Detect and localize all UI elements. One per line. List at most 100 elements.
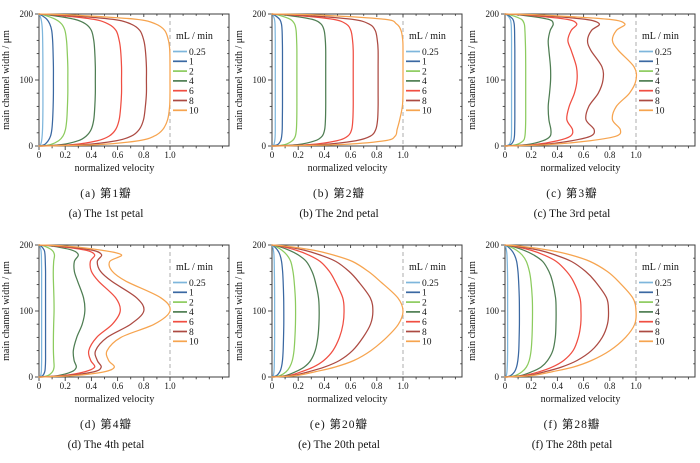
y-tick-label: 0 (29, 141, 34, 151)
y-tick-label: 100 (253, 306, 267, 316)
series-line-2 (38, 13, 69, 147)
legend (173, 50, 187, 112)
legend-label-0.25: 0.25 (189, 279, 206, 289)
series-line-10 (271, 13, 404, 147)
x-tick-label: 0.2 (526, 150, 537, 160)
legend-label-6: 6 (189, 87, 194, 97)
series-line-10 (38, 244, 171, 378)
x-tick-label: 0.8 (138, 381, 150, 391)
x-tick-label: 0.6 (578, 150, 590, 160)
y-tick-label: 0 (262, 141, 267, 151)
chart-a: 0 0.2 0.4 0.6 0.8 1.0 0 100 200 normalized veloci… (1, 9, 230, 174)
chart-c: 0 0.2 0.4 0.6 0.8 1.0 0 100 200 normalized veloci… (467, 9, 696, 174)
caption-d-zh: (d) 第4瓣 (79, 419, 133, 431)
x-tick-label: 0.6 (112, 150, 124, 160)
panel-e: 0 0.2 0.4 0.6 0.8 1.0 0 100 200 normalized veloci… (233, 231, 466, 463)
x-tick-label: 0.4 (552, 150, 564, 160)
legend-label-4: 4 (422, 308, 427, 318)
y-axis-label: main channel width / μm (1, 261, 12, 361)
series-curves (271, 13, 404, 147)
series-line-2 (38, 244, 56, 378)
series-line-4 (504, 13, 554, 147)
chart-e: 0 0.2 0.4 0.6 0.8 1.0 0 100 200 normalized veloci… (234, 240, 463, 405)
legend-label-1: 1 (189, 289, 194, 299)
x-tick-label: 0.4 (86, 381, 98, 391)
series-line-0.25 (271, 13, 276, 147)
legend (639, 50, 653, 112)
legend-label-10: 10 (655, 107, 665, 117)
legend-label-0.25: 0.25 (655, 48, 672, 58)
legend-title: mL / min (176, 262, 213, 273)
y-axis-label: main channel width / μm (234, 30, 245, 130)
x-tick-label: 0 (503, 381, 508, 391)
x-tick-label: 0.6 (112, 381, 124, 391)
series-line-8 (38, 244, 145, 378)
series-line-6 (38, 244, 121, 378)
panel-d: 0 0.2 0.4 0.6 0.8 1.0 0 100 200 normalized veloci… (0, 231, 233, 463)
x-tick-label: 1.0 (164, 150, 176, 160)
y-axis-label: main channel width / μm (467, 261, 478, 361)
legend-label-10: 10 (422, 338, 432, 348)
legend-label-8: 8 (655, 97, 660, 107)
x-tick-label: 0.2 (60, 381, 71, 391)
series-line-1 (38, 13, 55, 147)
x-tick-label: 0.2 (526, 381, 537, 391)
legend-label-1: 1 (655, 289, 660, 299)
x-axis-label: normalized velocity (75, 163, 155, 174)
legend-title: mL / min (642, 31, 679, 42)
x-tick-label: 0.8 (604, 381, 616, 391)
series-line-2 (271, 244, 297, 378)
y-tick-label: 200 (486, 240, 500, 250)
x-tick-label: 0.4 (86, 150, 98, 160)
legend-label-1: 1 (189, 58, 194, 68)
series-line-1 (504, 244, 521, 378)
legend-title: mL / min (176, 31, 213, 42)
legend-label-1: 1 (655, 58, 660, 68)
x-tick-label: 0.2 (293, 150, 304, 160)
y-tick-label: 100 (20, 306, 34, 316)
x-axis-label: normalized velocity (75, 394, 155, 405)
legend-label-2: 2 (422, 67, 427, 77)
caption-d-en: (d) The 4th petal (67, 439, 145, 451)
legend-label-0.25: 0.25 (422, 48, 439, 58)
x-tick-label: 0.8 (604, 150, 616, 160)
series-line-10 (38, 13, 171, 147)
legend-title: mL / min (409, 262, 446, 273)
y-tick-label: 100 (486, 75, 500, 85)
y-axis-label: main channel width / μm (467, 30, 478, 130)
series-line-0.25 (38, 13, 44, 147)
x-tick-label: 1.0 (164, 381, 176, 391)
x-axis-label: normalized velocity (541, 394, 621, 405)
x-tick-label: 0.8 (371, 381, 383, 391)
axis-ticks (501, 244, 695, 381)
caption-f-zh: (f) 第28瓣 (543, 419, 601, 431)
x-tick-label: 0 (37, 150, 42, 160)
legend-label-8: 8 (189, 97, 194, 107)
legend-label-1: 1 (422, 289, 427, 299)
series-curves (504, 244, 637, 378)
series-line-4 (271, 244, 320, 378)
legend-label-6: 6 (422, 318, 427, 328)
x-axis-label: normalized velocity (308, 163, 388, 174)
caption-e-en: (e) The 20th petal (298, 439, 380, 451)
y-axis-label: main channel width / μm (234, 261, 245, 361)
x-tick-label: 0.4 (552, 381, 564, 391)
legend-label-2: 2 (655, 67, 660, 77)
x-tick-label: 0.6 (345, 381, 357, 391)
x-tick-label: 0.4 (319, 150, 331, 160)
series-line-4 (38, 244, 86, 378)
panel-b: 0 0.2 0.4 0.6 0.8 1.0 0 100 200 normalized veloci… (233, 0, 466, 231)
x-tick-label: 1.0 (397, 150, 409, 160)
legend-label-10: 10 (422, 107, 432, 117)
series-line-8 (504, 13, 605, 147)
legend-label-6: 6 (655, 318, 660, 328)
legend (406, 50, 420, 112)
legend-label-0.25: 0.25 (422, 279, 439, 289)
plot-frame (504, 13, 696, 147)
legend-label-6: 6 (189, 318, 194, 328)
legend (173, 281, 187, 343)
x-tick-label: 0.8 (371, 150, 383, 160)
legend-title: mL / min (642, 262, 679, 273)
